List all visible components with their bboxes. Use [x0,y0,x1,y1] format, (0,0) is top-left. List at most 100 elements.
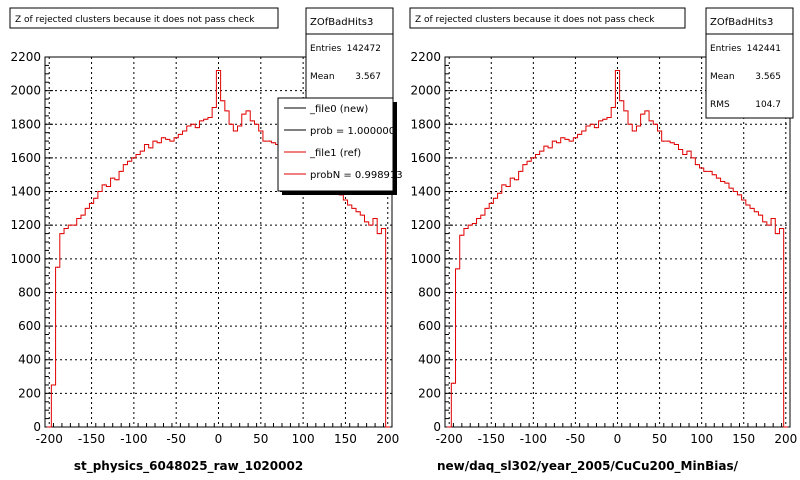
histogram-bin [713,174,715,176]
histogram-bin [192,123,194,125]
histogram-bin [562,137,564,139]
histogram-bin [587,125,589,127]
x-tick-label: 0 [215,432,223,446]
y-tick-label: 200 [418,386,441,400]
histogram-bin [701,167,703,169]
histogram-bin [361,214,363,216]
histogram-bin [74,224,76,226]
histogram-bin [124,164,127,166]
histogram-bin [776,232,778,235]
x-tick-label: 0 [614,432,622,446]
histogram-bin [145,143,148,146]
y-tick-label: 1400 [10,185,41,199]
histogram-bin [260,130,262,132]
histogram-bin [95,197,97,199]
y-tick-label: 1800 [410,117,441,131]
histogram-bin [184,130,186,132]
histogram-bin [264,140,266,142]
histogram-bin [684,153,686,156]
histogram-bin [378,232,380,235]
histogram-bin [730,187,732,189]
histogram-bin [82,214,84,216]
histogram-bin [188,125,190,127]
histogram-bin [579,133,581,135]
histogram-bin [213,106,215,109]
y-tick-label: 1000 [410,252,441,266]
histogram-bin [99,190,101,193]
histogram-bin [633,130,635,132]
histogram-bin [650,120,652,122]
y-tick-label: 2000 [10,84,41,98]
histogram-bin [57,266,59,268]
histogram-bin [175,137,177,139]
histogram-bin [179,133,182,135]
y-tick-label: 2200 [10,50,41,64]
histogram-bin [545,145,547,147]
legend-label: _file1 (ref) [309,148,361,159]
histogram-bin [692,157,694,159]
histogram-bin [520,170,522,172]
histogram-bin [69,224,71,226]
histogram-bin [663,140,665,142]
histogram-bin [583,130,585,132]
y-tick-label: 2200 [410,50,441,64]
histogram-bin [150,147,152,149]
legend-label: _file0 (new) [309,104,368,115]
histogram-bin [162,137,165,139]
histogram-bin [48,426,50,428]
histogram-bin [200,120,203,122]
histogram-bin [764,221,766,223]
y-tick-label: 400 [18,353,41,367]
stats-label: Entries [710,44,742,54]
histogram-bin [621,100,623,102]
histogram-bin [722,180,724,183]
histogram-bin [696,164,699,166]
chart-panel-2: -200 -150 -100 -50 0 50 100 150 2000200400600800… [409,7,797,474]
histogram-bin [780,227,783,230]
histogram-bin [230,123,232,125]
x-axis-label: st_physics_6048025_raw_1020002 [74,459,303,474]
stats-value: 3.565 [755,72,781,82]
legend-label: probN = 0.998913 [310,170,403,181]
histogram-bin [86,207,88,209]
histogram-bin [137,153,139,156]
legend-box [277,97,394,192]
histogram-bin [251,120,253,122]
histogram-bin [234,130,237,132]
stats-name: ZOfBadHits3 [710,17,773,28]
histogram-bin [61,232,63,235]
stats-label: RMS [710,100,730,110]
histogram-bin [604,118,606,120]
x-tick-label: -50 [166,432,186,446]
histogram-bin [482,214,484,216]
histogram-bin [755,211,757,213]
histogram-bin [503,184,505,186]
histogram-bin [196,127,198,129]
histogram-bin [268,140,270,142]
y-tick-label: 0 [433,420,441,434]
histogram-bin [222,100,224,102]
histogram-bin [205,118,207,120]
histogram-bin [499,192,501,194]
histogram-bin [654,123,656,125]
histogram-bin [574,137,577,139]
histogram-bin [524,164,526,166]
histogram-bin [457,268,459,270]
histogram-bin [637,125,640,127]
histogram-bin [570,140,572,142]
y-tick-label: 400 [418,353,441,367]
histogram-bin [759,214,762,216]
histogram-bin [549,147,551,149]
histogram-bin [667,140,669,142]
histogram-bin [785,426,787,428]
histogram-bin [494,197,497,199]
histogram-bin [507,185,509,188]
y-tick-label: 800 [418,285,441,299]
y-tick-label: 600 [418,319,441,333]
histogram-bin [209,116,211,119]
histogram-bin [465,227,467,230]
histogram-bin [726,182,728,184]
stats-box [705,7,794,119]
x-tick-label: -150 [478,432,505,446]
x-tick-label: -200 [436,432,463,446]
